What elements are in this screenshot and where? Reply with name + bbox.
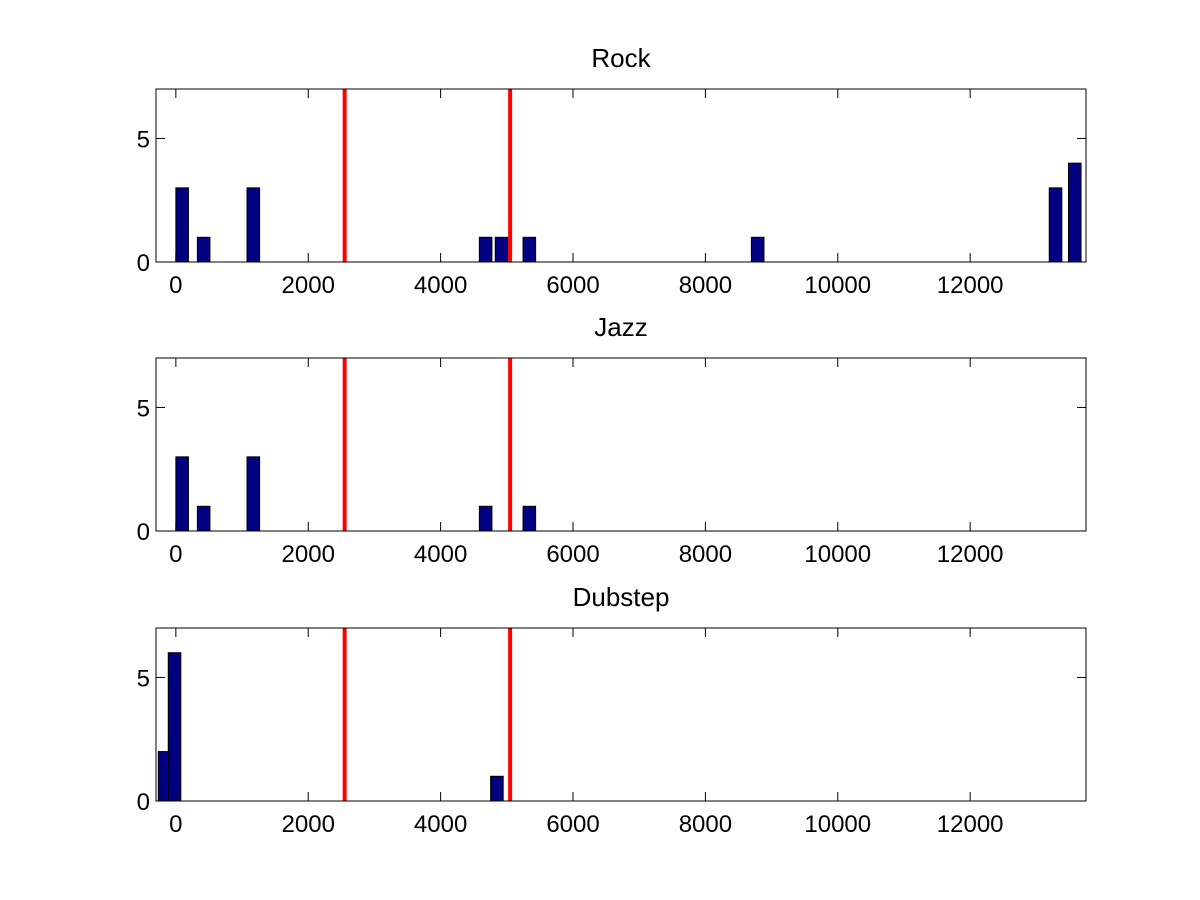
x-tick-label: 10000 (804, 272, 871, 299)
x-tick-label: 2000 (282, 541, 335, 568)
x-tick-label: 4000 (414, 811, 467, 838)
y-tick-label: 0 (137, 250, 150, 277)
y-tick-label: 5 (137, 665, 150, 692)
histogram-bar (750, 236, 765, 263)
histogram-bar (167, 652, 182, 802)
x-tick-label: 0 (169, 541, 182, 568)
histogram-bar (196, 236, 211, 263)
axes-frame (155, 357, 1087, 532)
histogram-bar (522, 505, 537, 532)
histogram-bar (490, 775, 504, 802)
x-tick-label: 2000 (282, 811, 335, 838)
histogram-bar (175, 456, 189, 532)
subplot-title: Rock (591, 43, 651, 73)
histogram-bar (175, 187, 189, 263)
histogram-bar (1067, 162, 1082, 263)
x-tick-label: 0 (169, 811, 182, 838)
histogram-bar (196, 505, 211, 532)
subplot-title: Dubstep (573, 582, 670, 612)
x-tick-label: 10000 (804, 541, 871, 568)
x-tick-label: 10000 (804, 811, 871, 838)
y-tick-label: 0 (137, 789, 150, 816)
x-tick-label: 2000 (282, 272, 335, 299)
x-tick-label: 8000 (679, 272, 732, 299)
subplot-dubstep: 0 2000 4000 6000 8000 10000 12000 0 5 Dubstep (137, 582, 1087, 838)
x-tick-label: 4000 (414, 272, 467, 299)
subplot-jazz: 0 2000 4000 6000 8000 10000 12000 0 5 Jazz (137, 312, 1087, 568)
axes-frame (155, 627, 1087, 802)
y-tick-label: 5 (137, 395, 150, 422)
axes-frame (155, 88, 1087, 263)
x-tick-label: 6000 (546, 272, 599, 299)
histogram-bar (246, 456, 261, 532)
x-tick-label: 0 (169, 272, 182, 299)
x-tick-label: 12000 (937, 811, 1004, 838)
y-tick-label: 5 (137, 126, 150, 153)
y-tick-label: 0 (137, 519, 150, 546)
histogram-bar (1048, 187, 1063, 263)
subplot-title: Jazz (594, 312, 647, 342)
subplot-rock: 0 2000 4000 6000 8000 10000 12000 0 5 Rock (137, 43, 1087, 299)
histogram-bar (522, 236, 537, 263)
x-tick-label: 6000 (546, 811, 599, 838)
histogram-bar (478, 236, 493, 263)
x-tick-label: 4000 (414, 541, 467, 568)
histogram-bar (478, 505, 493, 532)
x-tick-label: 12000 (937, 272, 1004, 299)
histogram-bar (246, 187, 261, 263)
x-tick-label: 12000 (937, 541, 1004, 568)
x-tick-label: 8000 (679, 541, 732, 568)
x-tick-label: 8000 (679, 811, 732, 838)
x-tick-label: 6000 (546, 541, 599, 568)
histogram-bar (494, 236, 509, 263)
